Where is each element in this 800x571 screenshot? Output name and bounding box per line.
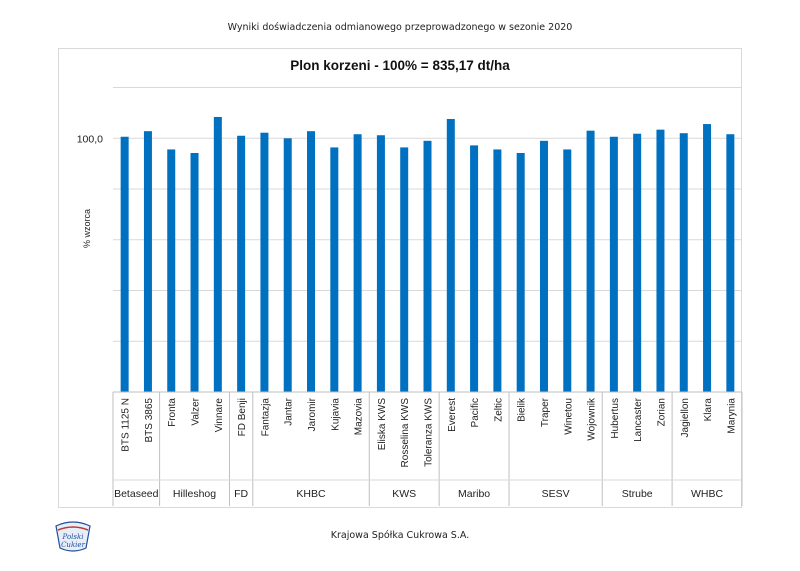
category-label: Vinnare (214, 398, 225, 433)
category-label: Wojownik (587, 397, 598, 441)
bar (656, 129, 665, 392)
logo-text-1: Polski (62, 533, 84, 541)
bar (586, 130, 595, 392)
bar (167, 149, 176, 392)
category-label: Everest (447, 398, 458, 432)
y-tick-label: 100,0 (77, 133, 103, 145)
bar (726, 134, 735, 392)
category-label: Fronta (167, 398, 178, 427)
logo-text-2: Cukier (61, 541, 85, 549)
bar (703, 124, 712, 392)
category-label: FD Benji (237, 398, 248, 436)
bar (307, 131, 316, 392)
bar (679, 133, 688, 392)
category-label: Zorian (656, 398, 667, 426)
group-label: KWS (392, 488, 416, 500)
group-label: Maribo (458, 488, 490, 500)
group-label: SESV (542, 488, 570, 500)
category-label: Marynia (726, 398, 737, 434)
bar (470, 145, 479, 392)
category-label: Winetou (563, 398, 574, 435)
page-subtitle: Wyniki doświadczenia odmianowego przepro… (227, 22, 573, 33)
bar (563, 149, 572, 392)
bar (609, 136, 618, 392)
category-label: Fantazja (260, 398, 271, 437)
bar (353, 134, 362, 392)
category-label: Valzer (191, 397, 202, 425)
category-label: Pacific (470, 398, 481, 427)
category-label: Traper (540, 397, 551, 427)
bar (400, 147, 409, 392)
category-label: Bielik (517, 397, 528, 422)
bar (493, 149, 502, 392)
category-label: BTS 3865 (144, 398, 155, 443)
polski-cukier-logo: Polski Cukier (55, 521, 91, 552)
group-label: Hilleshog (173, 488, 216, 500)
category-label: Eliska KWS (377, 398, 388, 451)
category-label: Kujavia (330, 398, 341, 431)
bar (330, 147, 339, 392)
bar (539, 140, 548, 392)
bar (633, 133, 642, 392)
group-label: Betaseed (114, 488, 159, 500)
category-label: Hubertus (610, 398, 621, 439)
category-label: BTS 1125 N (121, 398, 132, 452)
bar (423, 140, 432, 392)
footer-company: Krajowa Spółka Cukrowa S.A. (330, 530, 470, 541)
category-label: Zeltic (493, 398, 504, 422)
bar (283, 138, 292, 392)
category-label: Lancaster (633, 397, 644, 442)
group-label: Strube (622, 488, 653, 500)
group-label: WHBC (691, 488, 723, 500)
category-label: Klara (703, 398, 714, 422)
category-label: Rosselina KWS (400, 398, 411, 468)
bar (120, 136, 129, 392)
bar (190, 152, 199, 392)
bar (260, 132, 269, 393)
bar (237, 135, 246, 392)
bar (213, 116, 222, 392)
category-label: Jantar (284, 397, 295, 425)
bar (376, 135, 385, 392)
bar (516, 152, 525, 392)
category-label: Mazovia (354, 398, 365, 436)
category-label: Jagiellon (680, 398, 691, 437)
bar (143, 131, 152, 392)
category-label: Jaromir (307, 397, 318, 431)
chart-title: Plon korzeni - 100% = 835,17 dt/ha (290, 58, 510, 73)
chart-frame (58, 48, 742, 508)
category-label: Toleranza KWS (424, 398, 435, 467)
group-label: FD (234, 488, 248, 500)
bar (446, 118, 455, 392)
y-axis-label: % wzorca (82, 209, 92, 248)
group-label: KHBC (296, 488, 326, 500)
